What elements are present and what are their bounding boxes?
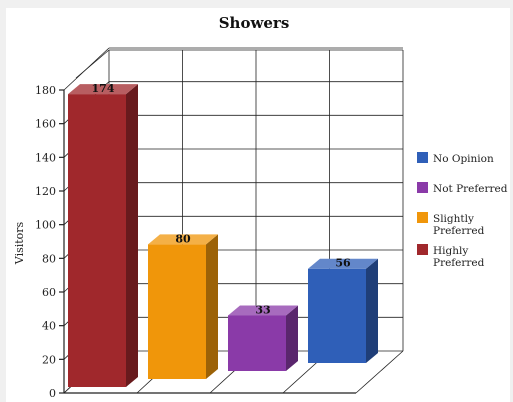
legend-swatch: [417, 182, 428, 193]
legend-label: Slightly: [433, 213, 474, 225]
legend-swatch: [417, 212, 428, 223]
y-tick-label: 140: [35, 151, 56, 164]
legend-swatch: [417, 152, 428, 163]
legend-label: No Opinion: [433, 153, 494, 165]
bar-top: [308, 258, 378, 269]
floor-line: [355, 350, 404, 394]
bar-side: [366, 258, 378, 363]
y-tick-label: 60: [42, 286, 56, 299]
y-tick-label: 120: [35, 185, 56, 198]
y-tick-label: 20: [42, 353, 56, 366]
bar-front: [68, 94, 126, 387]
data-label: 56: [335, 257, 351, 270]
bar-front: [308, 268, 366, 363]
data-labels: 174 80 33 56: [92, 82, 351, 316]
bar-front: [228, 315, 286, 371]
bar-top: [228, 305, 298, 316]
y-tick-label: 160: [35, 118, 56, 131]
data-label: 174: [92, 82, 115, 95]
chart-title: Showers: [219, 14, 290, 32]
bar-chart: Showers 174 80 33 56 0 20 40 60 80 100 120 140 160 1…: [13, 14, 508, 400]
legend-label: Not Preferred: [433, 183, 508, 195]
legend-label: Highly: [433, 245, 468, 257]
bar-front: [148, 244, 206, 379]
bars: [68, 84, 378, 387]
side-top-line: [75, 49, 110, 79]
bar-top: [68, 84, 138, 95]
legend-swatch: [417, 244, 428, 255]
y-axis-ticks: 0 20 40 60 80 100 120 140 160 180: [35, 84, 64, 400]
y-tick-label: 100: [35, 219, 56, 232]
data-label: 33: [255, 303, 270, 316]
legend-label: Preferred: [433, 225, 485, 237]
data-label: 80: [175, 232, 191, 245]
y-tick-label: 40: [42, 320, 56, 333]
y-tick-label: 0: [49, 387, 56, 400]
bar-top: [148, 234, 218, 245]
legend-label: Preferred: [433, 257, 485, 269]
bar-side: [206, 234, 218, 379]
y-tick-label: 80: [42, 252, 56, 265]
y-axis-label: Visitors: [13, 221, 26, 265]
bar-side: [286, 305, 298, 371]
bar-side: [126, 84, 138, 387]
y-tick-label: 180: [35, 84, 56, 97]
chart-panel: Showers 174 80 33 56 0 20 40 60 80 100 120 140 160 1…: [6, 8, 510, 402]
